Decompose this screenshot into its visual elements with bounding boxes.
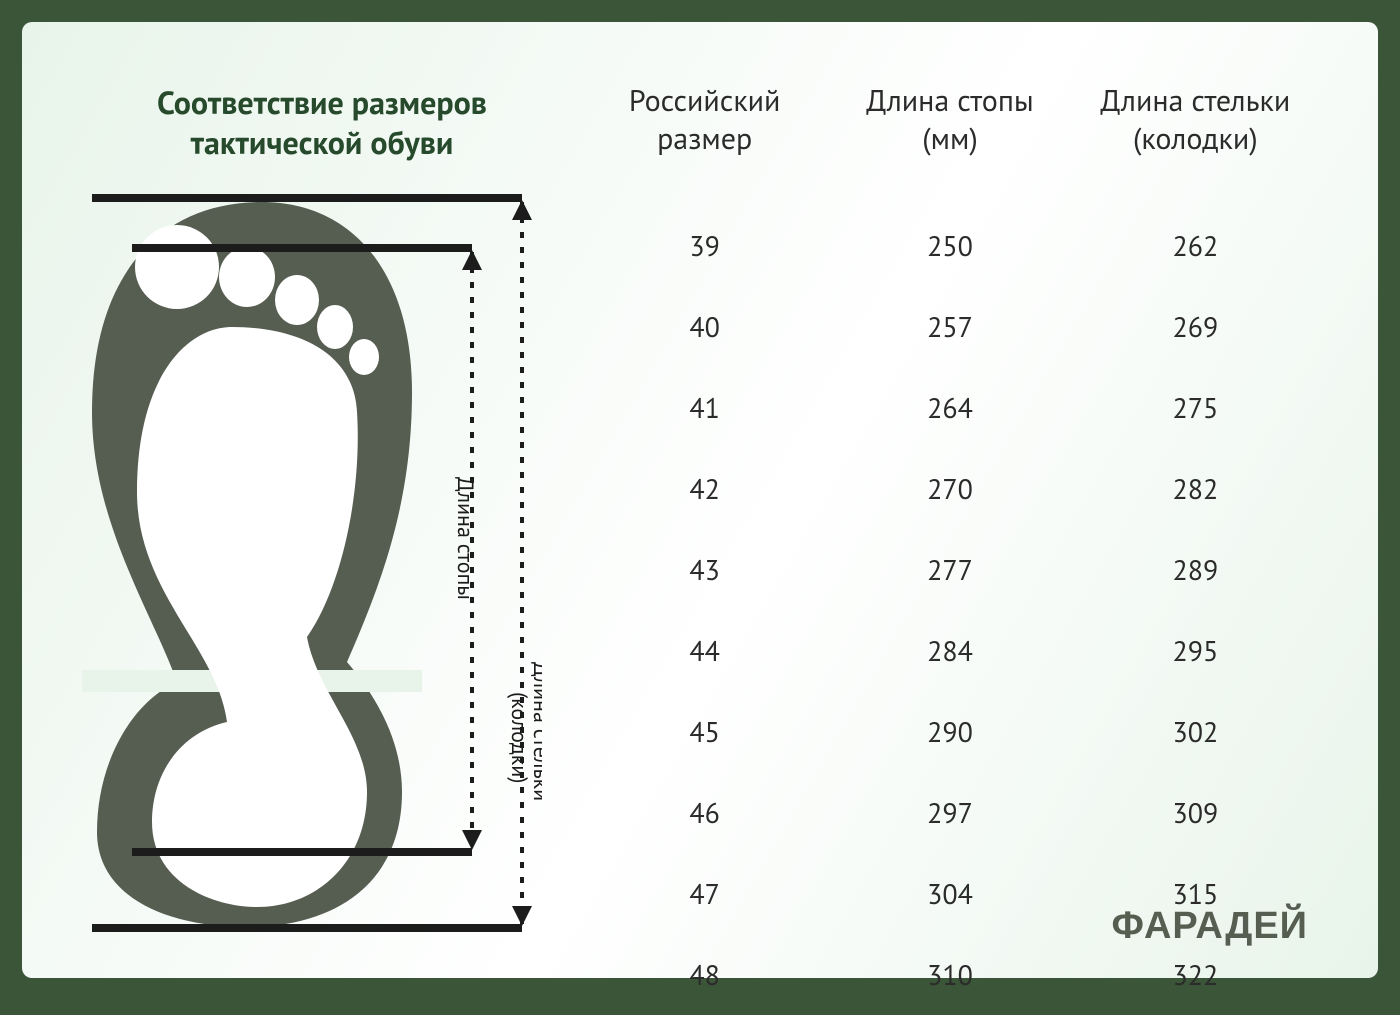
cell-foot: 284 — [827, 610, 1072, 691]
cell-size: 45 — [582, 691, 827, 772]
left-column: Соответствие размеров тактической обуви — [82, 82, 562, 938]
cell-insole: 269 — [1073, 286, 1318, 367]
toe-5 — [349, 339, 379, 375]
toe-2 — [219, 247, 275, 307]
table-row: 46297309 — [582, 772, 1318, 853]
col-header-size: Российский размер — [582, 82, 827, 205]
toe-1 — [135, 225, 219, 309]
label-foot-length: Длина стопы — [451, 477, 479, 600]
cell-insole: 302 — [1073, 691, 1318, 772]
foot-svg: Длина стопы Длина стельки (колодки) — [82, 192, 542, 932]
size-table: Российский размер Длина стопы (мм) Длина… — [582, 82, 1318, 1015]
title-line-1: Соответствие размеров — [157, 81, 487, 123]
cell-insole: 262 — [1073, 205, 1318, 286]
table-row: 41264275 — [582, 367, 1318, 448]
col-header-insole-l2: (колодки) — [1133, 119, 1258, 158]
col-header-foot-l2: (мм) — [922, 119, 978, 158]
cell-size: 47 — [582, 853, 827, 934]
table-row: 39250262 — [582, 205, 1318, 286]
col-header-size-l1: Российский — [629, 81, 781, 120]
cell-size: 42 — [582, 448, 827, 529]
col-header-insole: Длина стельки (колодки) — [1073, 82, 1318, 205]
col-header-foot: Длина стопы (мм) — [827, 82, 1072, 205]
col-header-foot-l1: Длина стопы — [866, 81, 1033, 120]
cell-foot: 310 — [827, 934, 1072, 1015]
cell-insole: 295 — [1073, 610, 1318, 691]
toe-4 — [317, 305, 353, 349]
arrow-insole-down — [512, 906, 532, 926]
cell-size: 41 — [582, 367, 827, 448]
page-title: Соответствие размеров тактической обуви — [82, 82, 562, 162]
arrow-foot-up — [462, 250, 482, 270]
cell-size: 39 — [582, 205, 827, 286]
title-line-2: тактической обуви — [191, 121, 454, 163]
cell-insole: 282 — [1073, 448, 1318, 529]
cell-size: 48 — [582, 934, 827, 1015]
col-header-insole-l1: Длина стельки — [1100, 81, 1290, 120]
cell-foot: 304 — [827, 853, 1072, 934]
cell-size: 43 — [582, 529, 827, 610]
brand-logo: ФАРАДЕЙ — [1111, 905, 1308, 948]
table-row: 43277289 — [582, 529, 1318, 610]
cell-foot: 277 — [827, 529, 1072, 610]
arrow-insole-up — [512, 200, 532, 220]
table-row: 45290302 — [582, 691, 1318, 772]
cell-size: 40 — [582, 286, 827, 367]
cell-insole: 289 — [1073, 529, 1318, 610]
cell-foot: 257 — [827, 286, 1072, 367]
col-header-size-l2: размер — [657, 119, 752, 158]
card: Соответствие размеров тактической обуви — [22, 22, 1378, 978]
cell-size: 46 — [582, 772, 827, 853]
cell-insole: 309 — [1073, 772, 1318, 853]
cell-foot: 264 — [827, 367, 1072, 448]
toe-3 — [275, 275, 319, 325]
label-insole-length-l2: (колодки) — [505, 692, 533, 783]
arrow-foot-down — [462, 830, 482, 850]
cell-foot: 270 — [827, 448, 1072, 529]
table-row: 42270282 — [582, 448, 1318, 529]
foot-diagram: Длина стопы Длина стельки (колодки) — [82, 192, 542, 932]
cell-insole: 275 — [1073, 367, 1318, 448]
cell-foot: 290 — [827, 691, 1072, 772]
cell-foot: 297 — [827, 772, 1072, 853]
size-table-wrap: Российский размер Длина стопы (мм) Длина… — [562, 82, 1318, 938]
cell-foot: 250 — [827, 205, 1072, 286]
table-row: 40257269 — [582, 286, 1318, 367]
table-row: 44284295 — [582, 610, 1318, 691]
cell-size: 44 — [582, 610, 827, 691]
